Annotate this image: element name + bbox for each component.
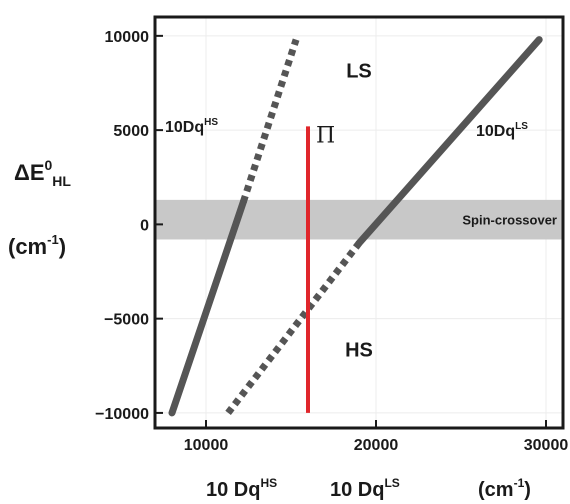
region-label-hs: HS xyxy=(345,339,373,361)
y-tick-label-1: 5000 xyxy=(113,123,149,140)
series-label-ls: 10DqLS xyxy=(476,121,528,140)
y-tick-label-2: 0 xyxy=(140,217,149,234)
x-axis-label-ls-sup: LS xyxy=(384,476,399,490)
y-axis-units: (cm-1) xyxy=(8,232,66,259)
x-tick-label-1: 20000 xyxy=(354,437,399,454)
x-axis-units-open: (cm xyxy=(478,479,514,501)
series-label-hs-sup: HS xyxy=(204,117,218,128)
x-axis-units-close: ) xyxy=(524,479,531,501)
x-tick-label-2: 30000 xyxy=(524,437,569,454)
x-axis-label-ls-main: 10 Dq xyxy=(330,479,384,501)
series-label-hs: 10DqHS xyxy=(165,117,218,136)
x-axis-label-ls: 10 DqLS xyxy=(330,476,400,501)
y-axis-label-sub: HL xyxy=(52,173,71,189)
plot-frame xyxy=(153,15,565,430)
series-layer xyxy=(168,36,543,417)
y-axis-label-sup: 0 xyxy=(45,157,53,173)
series-label-hs-main: 10Dq xyxy=(165,119,204,136)
y-tick-label-4: −10000 xyxy=(95,406,149,423)
x-axis-label-hs: 10 DqHS xyxy=(206,476,277,501)
y-axis-label-main: ΔE xyxy=(14,160,45,185)
spin-crossover-band xyxy=(155,199,563,240)
pi-label: Π xyxy=(316,123,335,148)
x-tick-label-0: 10000 xyxy=(184,437,229,454)
tick-marks: 10000 5000 0 −5000 −10000 10000 20000 30000 xyxy=(95,29,568,454)
y-axis-label: ΔE0HL xyxy=(14,157,71,189)
x-axis-units-sup: -1 xyxy=(514,476,525,490)
y-tick-label-3: −5000 xyxy=(104,312,149,329)
y-axis-units-sup: -1 xyxy=(47,232,59,247)
x-axis-label-hs-sup: HS xyxy=(260,476,277,490)
y-axis-units-close: ) xyxy=(59,234,66,259)
series-ls-solid-line xyxy=(355,36,543,247)
band-label: Spin-crossover xyxy=(462,213,557,228)
x-axis-units: (cm-1) xyxy=(478,476,531,501)
x-axis-label-hs-main: 10 Dq xyxy=(206,479,260,501)
y-axis-units-open: (cm xyxy=(8,234,47,259)
series-hs-solid-line xyxy=(168,198,247,417)
region-label-ls: LS xyxy=(346,60,372,82)
series-label-ls-main: 10Dq xyxy=(476,123,515,140)
series-hs-dotted-line xyxy=(240,38,300,203)
y-tick-label-0: 10000 xyxy=(105,29,150,46)
series-label-ls-sup: LS xyxy=(515,121,528,132)
series-ls-dotted-line xyxy=(225,241,362,416)
